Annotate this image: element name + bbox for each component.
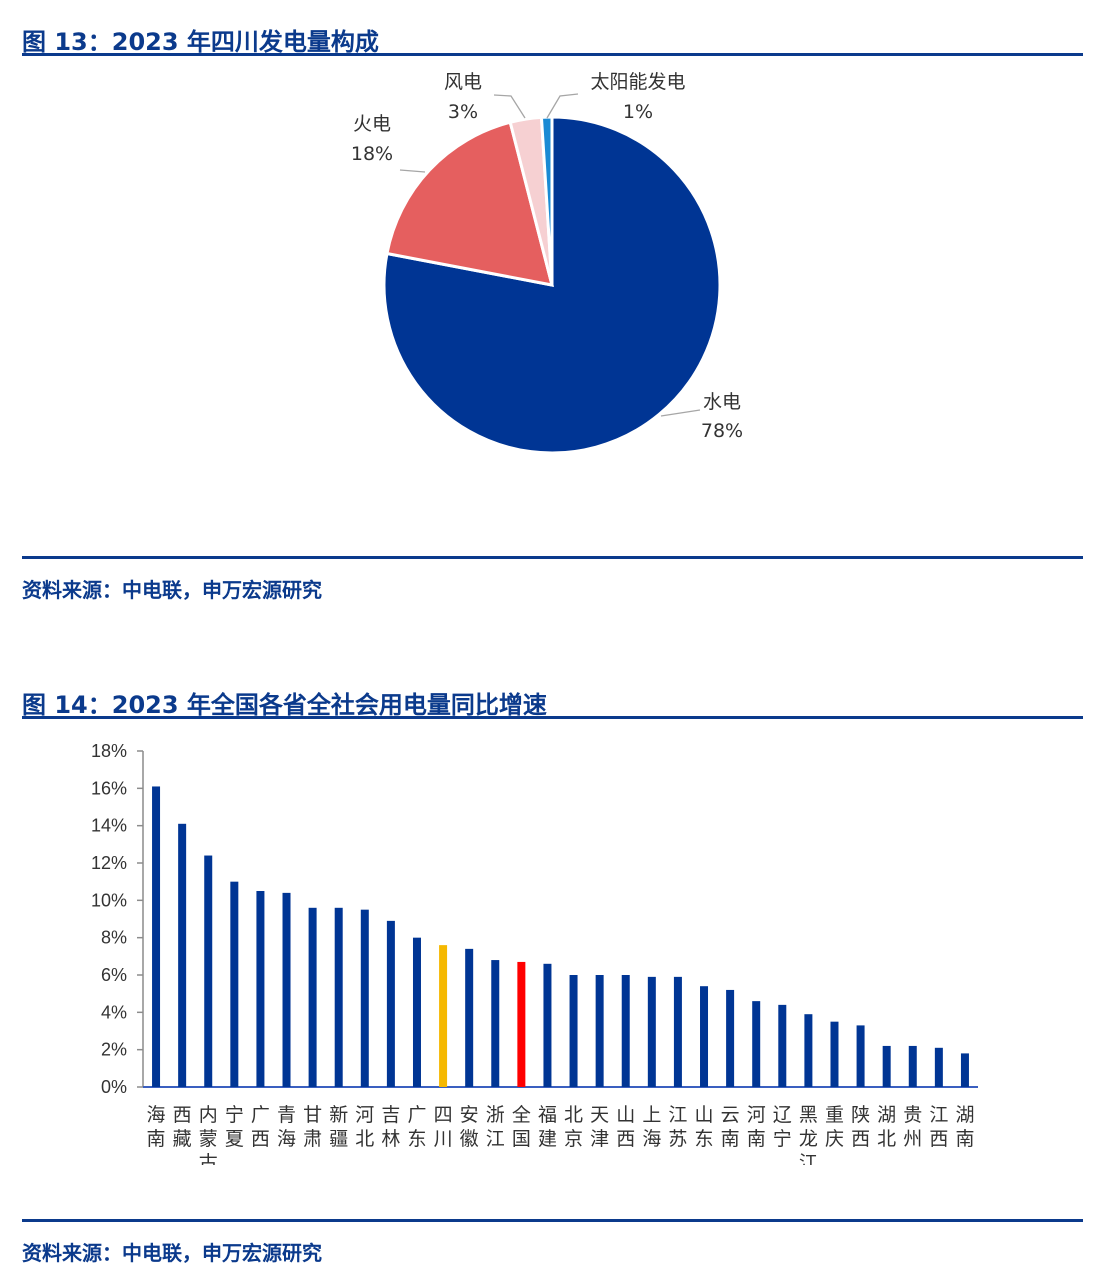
bar-24	[778, 1004, 787, 1087]
bar-14	[517, 961, 526, 1087]
pie-slice-hydro	[382, 115, 722, 455]
x-category-label: 山东	[695, 1104, 714, 1150]
x-category-label: 海南	[147, 1104, 166, 1150]
bar-16	[569, 975, 578, 1087]
x-category-label: 江苏	[668, 1104, 687, 1150]
pie-leader-line-wind	[493, 94, 526, 119]
x-category-label: 宁夏	[225, 1104, 244, 1150]
x-category-label: 全国	[512, 1104, 531, 1150]
x-category-label: 甘肃	[303, 1104, 322, 1150]
x-category-label: 北京	[564, 1104, 583, 1150]
figure-13-top-rule	[22, 53, 1083, 56]
bar-19	[647, 976, 656, 1087]
bar-22	[726, 989, 735, 1087]
bar-11	[439, 945, 448, 1087]
y-tick-label: 2%	[101, 1040, 127, 1060]
pie-label-value-solar: 1%	[623, 101, 653, 123]
bar-2	[204, 855, 213, 1087]
figure-14-top-rule	[22, 716, 1083, 719]
pie-slice-thermal	[385, 120, 555, 287]
x-category-label: 湖北	[877, 1104, 896, 1150]
pie-leader-line-solar	[546, 93, 579, 119]
x-category-label: 黑龙江	[799, 1104, 818, 1165]
bar-13	[491, 960, 500, 1087]
bar-31	[960, 1053, 969, 1087]
x-category-label: 青海	[277, 1104, 296, 1150]
x-category-label: 天津	[590, 1104, 609, 1150]
bar-21	[700, 986, 709, 1087]
x-category-label: 河南	[747, 1104, 766, 1150]
y-tick-label: 8%	[101, 928, 127, 948]
y-tick-label: 0%	[101, 1077, 127, 1097]
x-category-label: 辽宁	[773, 1104, 792, 1150]
x-category-label: 安徽	[460, 1104, 479, 1150]
figure-14-bottom-rule	[22, 1219, 1083, 1222]
pie-label-name-hydro: 水电	[703, 391, 741, 413]
bar-27	[856, 1025, 865, 1087]
pie-label-value-wind: 3%	[448, 101, 478, 123]
bar-10	[412, 937, 421, 1087]
pie-label-value-thermal: 18%	[351, 143, 393, 165]
bar-18	[621, 975, 630, 1087]
x-category-label: 贵州	[903, 1104, 922, 1150]
pie-leader-line-thermal	[399, 169, 426, 173]
x-category-label: 新疆	[329, 1104, 348, 1150]
bar-8	[360, 909, 369, 1087]
pie-chart: 水电 78% 火电 18% 风电 3% 太阳能发电 1%	[351, 71, 743, 455]
pie-leader-line-hydro	[660, 409, 701, 417]
bar-30	[934, 1047, 943, 1087]
x-category-label: 上海	[642, 1104, 661, 1150]
bar-7	[334, 907, 343, 1087]
y-tick-label: 18%	[91, 741, 127, 761]
bar-6	[308, 907, 317, 1087]
y-tick-label: 14%	[91, 816, 127, 836]
y-tick-label: 4%	[101, 1002, 127, 1022]
x-category-label: 云南	[721, 1104, 740, 1150]
x-category-label: 浙江	[486, 1104, 505, 1150]
bar-9	[386, 920, 395, 1087]
x-category-label: 内蒙古	[199, 1104, 218, 1165]
bar-15	[543, 963, 552, 1087]
figure-13-source: 资料来源：中电联，申万宏源研究	[22, 578, 322, 602]
bar-29	[908, 1045, 917, 1087]
bar-1	[178, 823, 187, 1087]
bar-26	[830, 1021, 839, 1087]
bar-4	[256, 891, 265, 1087]
bar-23	[752, 1001, 761, 1087]
bar-25	[804, 1014, 813, 1087]
y-tick-label: 6%	[101, 965, 127, 985]
x-category-label: 江西	[929, 1104, 948, 1150]
x-category-label: 重庆	[825, 1104, 844, 1150]
bar-chart: 18% 16% 14% 12% 10% 8% 6% 4% 2% 0% 海南西藏内蒙古宁夏广西青海甘肃…	[91, 741, 978, 1165]
x-category-label: 广东	[407, 1104, 426, 1150]
x-category-label: 广西	[251, 1104, 270, 1150]
x-category-label: 山西	[616, 1104, 635, 1150]
pie-label-name-thermal: 火电	[353, 113, 391, 135]
bar-20	[673, 976, 682, 1087]
x-category-label: 湖南	[955, 1104, 974, 1150]
x-category-label: 福建	[538, 1104, 557, 1150]
pie-label-name-solar: 太阳能发电	[590, 71, 685, 93]
y-tick-label: 10%	[91, 890, 127, 910]
x-category-label: 陕西	[851, 1104, 870, 1150]
figure-14-title: 图 14：2023 年全国各省全社会用电量同比增速	[22, 691, 547, 719]
bar-3	[230, 881, 239, 1087]
x-category-label: 河北	[355, 1104, 374, 1150]
bar-12	[465, 948, 474, 1087]
bar-28	[882, 1045, 891, 1087]
figure-13-title: 图 13：2023 年四川发电量构成	[22, 28, 379, 56]
figure-13-bottom-rule	[22, 556, 1083, 559]
pie-label-value-hydro: 78%	[701, 420, 743, 442]
pie-slice-solar	[539, 115, 554, 286]
figure-14-source: 资料来源：中电联，申万宏源研究	[22, 1241, 322, 1265]
pie-label-name-wind: 风电	[444, 71, 482, 93]
bar-5	[282, 892, 291, 1087]
y-tick-label: 12%	[91, 853, 127, 873]
x-category-label: 四川	[434, 1104, 453, 1150]
y-tick-label: 16%	[91, 778, 127, 798]
x-category-label: 吉林	[381, 1104, 400, 1150]
x-category-label: 西藏	[173, 1104, 192, 1150]
bar-0	[152, 786, 161, 1087]
bar-17	[595, 975, 604, 1087]
